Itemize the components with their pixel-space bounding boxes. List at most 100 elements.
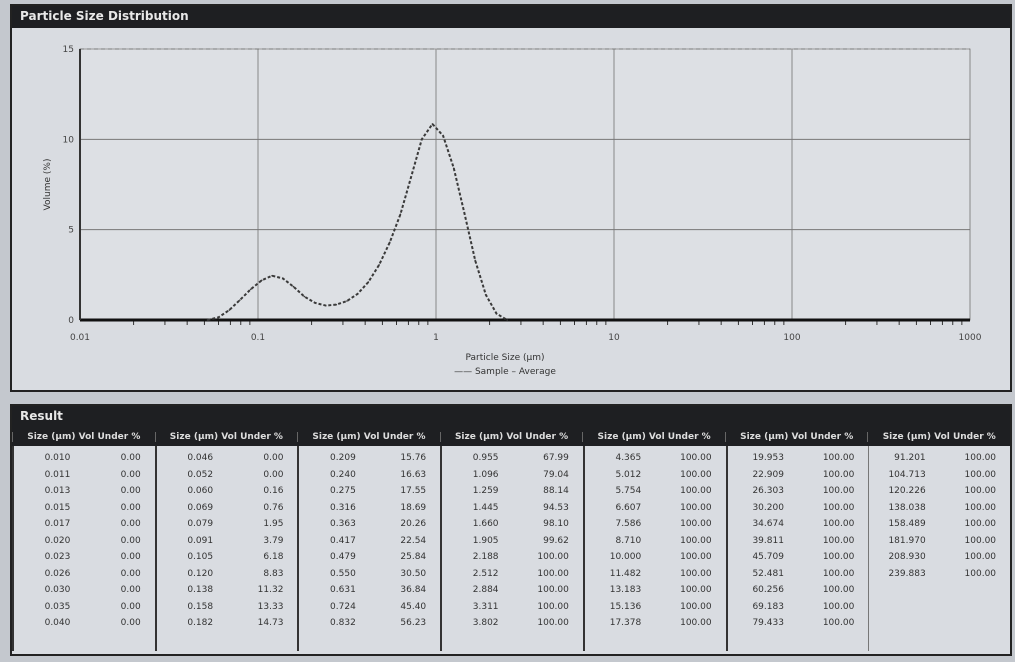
size-cell: 60.256 <box>752 585 784 596</box>
volume-under-cell: 100.00 <box>964 469 997 480</box>
table-row: 0.240 16.63 <box>299 467 440 484</box>
data-point <box>420 138 423 141</box>
table-row: 1.660 98.10 <box>442 516 583 533</box>
x-tick-label: 10 <box>608 333 620 343</box>
table-row: 52.481 100.00 <box>728 566 869 583</box>
data-point <box>260 279 263 282</box>
result-table: 0.010 0.00 0.011 0.00 0.013 0.00 0.015 0.00 0.01… <box>12 446 1010 651</box>
size-cell: 3.311 <box>472 601 499 612</box>
volume-under-cell: 45.40 <box>400 601 427 612</box>
volume-under-cell: 100.00 <box>537 568 569 579</box>
size-cell: 13.183 <box>609 585 642 596</box>
size-cell: 6.607 <box>615 502 642 513</box>
size-cell: 1.259 <box>472 486 499 497</box>
volume-under-cell: 100.00 <box>822 568 855 579</box>
table-row: 1.096 79.04 <box>442 467 583 484</box>
table-row: 0.015 0.00 <box>14 500 155 517</box>
size-cell: 120.226 <box>888 486 926 497</box>
data-point <box>249 288 252 291</box>
table-row: 91.201 100.00 <box>869 450 1010 467</box>
volume-under-cell: 0.00 <box>120 486 141 497</box>
size-cell: 0.363 <box>330 519 356 530</box>
data-point <box>367 281 370 283</box>
volume-under-cell: 56.23 <box>400 618 427 629</box>
size-cell: 0.182 <box>187 618 214 629</box>
volume-under-cell: 36.84 <box>400 585 427 596</box>
size-cell: 30.200 <box>752 502 784 513</box>
table-column: 19.953 100.00 22.909 100.00 26.303 100.00 30.2… <box>725 446 869 651</box>
size-cell: 0.209 <box>330 453 356 464</box>
size-cell: 10.000 <box>609 552 642 563</box>
size-cell: 0.020 <box>44 535 71 546</box>
volume-under-cell: 0.00 <box>120 502 141 513</box>
y-axis-label: Volume (%) <box>43 159 53 211</box>
data-point <box>356 293 359 295</box>
table-row: 0.182 14.73 <box>157 615 298 632</box>
y-tick-label: 5 <box>68 226 74 236</box>
size-cell: 0.011 <box>44 469 71 480</box>
y-tick-label: 10 <box>63 135 75 145</box>
size-cell: 26.303 <box>752 486 784 497</box>
data-point <box>206 319 209 321</box>
data-point <box>474 259 476 262</box>
x-tick-label: 100 <box>783 333 800 343</box>
volume-under-cell: 100.00 <box>680 453 712 464</box>
table-row: 19.953 100.00 <box>728 450 869 467</box>
table-column: 0.046 0.00 0.052 0.00 0.060 0.16 0.069 0.76 0.07… <box>154 446 298 651</box>
data-point <box>410 176 412 179</box>
volume-under-cell: 6.18 <box>263 552 284 563</box>
size-cell: 158.489 <box>888 519 926 530</box>
table-row: 1.445 94.53 <box>442 500 583 517</box>
table-row: 104.713 100.00 <box>869 467 1010 484</box>
table-row: 39.811 100.00 <box>728 533 869 550</box>
size-cell: 0.040 <box>44 618 71 629</box>
size-cell: 0.240 <box>330 469 356 480</box>
volume-under-cell: 25.84 <box>400 552 427 563</box>
size-cell: 7.586 <box>615 519 642 530</box>
table-column: 0.209 15.76 0.240 16.63 0.275 17.55 0.316 18.69… <box>297 446 440 651</box>
table-row: 0.017 0.00 <box>14 516 155 533</box>
data-point <box>314 302 316 304</box>
table-row: 0.724 45.40 <box>299 599 440 616</box>
data-point <box>335 303 338 306</box>
table-row: 0.060 0.16 <box>157 483 298 500</box>
data-point <box>228 309 231 311</box>
chart-panel: Particle Size Distribution 0.01 0.1 1 10 100… <box>10 4 1012 392</box>
table-row: 1.259 88.14 <box>442 483 583 500</box>
table-row: 0.091 3.79 <box>157 533 298 550</box>
data-point <box>346 300 348 302</box>
volume-under-cell: 98.10 <box>543 519 569 530</box>
volume-under-cell: 100.00 <box>964 552 997 563</box>
size-cell: 138.038 <box>888 502 926 513</box>
table-column: 4.365 100.00 5.012 100.00 5.754 100.00 6.607 10… <box>582 446 726 651</box>
data-point <box>271 274 273 277</box>
volume-under-cell: 79.04 <box>543 469 569 480</box>
table-column: 0.010 0.00 0.011 0.00 0.013 0.00 0.015 0.00 0.01… <box>12 446 155 651</box>
table-row: 26.303 100.00 <box>728 483 869 500</box>
column-header: Size (µm) Vol Under % <box>154 432 298 442</box>
size-cell: 1.905 <box>472 535 499 546</box>
volume-under-cell: 0.16 <box>263 486 284 497</box>
data-point <box>217 316 220 319</box>
table-column-headers: Size (µm) Vol Under % Size (µm) Vol Under… <box>12 428 1010 446</box>
table-row: 0.955 67.99 <box>442 450 583 467</box>
size-cell: 8.710 <box>615 535 642 546</box>
volume-under-cell: 100.00 <box>822 519 855 530</box>
plot-area <box>79 48 971 321</box>
table-row: 79.433 100.00 <box>728 615 869 632</box>
volume-under-cell: 100.00 <box>537 585 569 596</box>
volume-under-cell: 100.00 <box>537 618 569 629</box>
data-point <box>292 285 295 288</box>
volume-under-cell: 100.00 <box>822 486 855 497</box>
size-cell: 0.158 <box>187 601 214 612</box>
volume-under-cell: 0.00 <box>120 552 141 563</box>
volume-under-cell: 67.99 <box>543 453 569 464</box>
volume-under-cell: 20.26 <box>400 519 427 530</box>
y-tick-label: 15 <box>63 45 74 55</box>
volume-under-cell: 100.00 <box>680 568 712 579</box>
table-row: 15.136 100.00 <box>585 599 726 616</box>
table-row: 60.256 100.00 <box>728 582 869 599</box>
size-cell: 0.026 <box>44 568 71 579</box>
x-tick-label: 1 <box>433 333 439 343</box>
data-point <box>282 277 284 280</box>
